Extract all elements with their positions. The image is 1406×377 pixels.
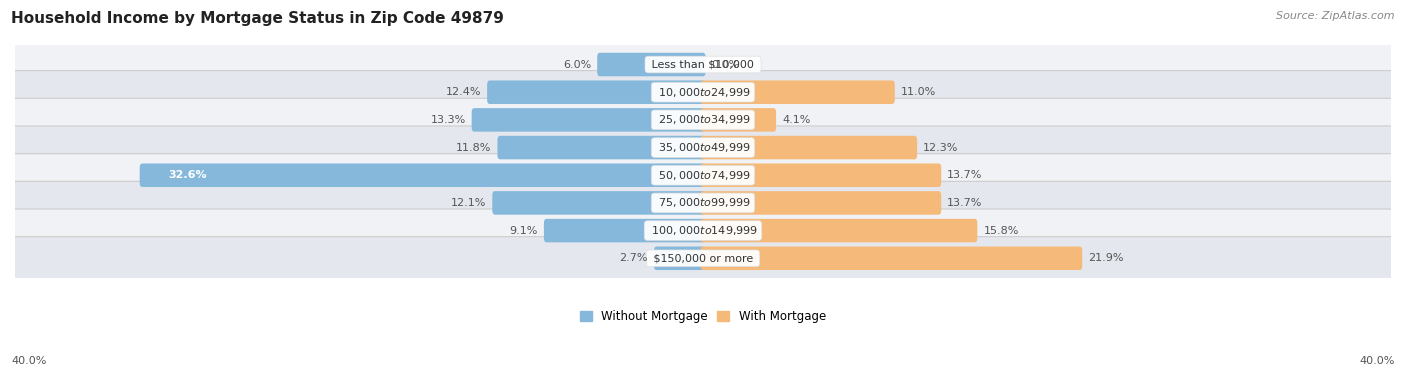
Text: 13.3%: 13.3% — [430, 115, 465, 125]
Text: $25,000 to $34,999: $25,000 to $34,999 — [655, 113, 751, 126]
FancyBboxPatch shape — [10, 126, 1396, 169]
FancyBboxPatch shape — [10, 43, 1396, 86]
Text: Less than $10,000: Less than $10,000 — [648, 60, 758, 69]
FancyBboxPatch shape — [486, 80, 706, 104]
FancyBboxPatch shape — [700, 80, 894, 104]
FancyBboxPatch shape — [544, 219, 706, 242]
Text: $50,000 to $74,999: $50,000 to $74,999 — [655, 169, 751, 182]
Text: 11.0%: 11.0% — [901, 87, 936, 97]
FancyBboxPatch shape — [700, 136, 917, 159]
Text: 12.1%: 12.1% — [451, 198, 486, 208]
Text: Household Income by Mortgage Status in Zip Code 49879: Household Income by Mortgage Status in Z… — [11, 11, 505, 26]
Text: 13.7%: 13.7% — [948, 198, 983, 208]
Text: 21.9%: 21.9% — [1088, 253, 1123, 263]
Text: Source: ZipAtlas.com: Source: ZipAtlas.com — [1277, 11, 1395, 21]
Text: 6.0%: 6.0% — [562, 60, 591, 69]
Text: 40.0%: 40.0% — [11, 356, 46, 366]
FancyBboxPatch shape — [700, 247, 1083, 270]
FancyBboxPatch shape — [700, 164, 941, 187]
FancyBboxPatch shape — [10, 70, 1396, 114]
FancyBboxPatch shape — [700, 108, 776, 132]
Text: 32.6%: 32.6% — [169, 170, 207, 180]
Text: 40.0%: 40.0% — [1360, 356, 1395, 366]
Text: 4.1%: 4.1% — [782, 115, 810, 125]
Text: 2.7%: 2.7% — [620, 253, 648, 263]
FancyBboxPatch shape — [654, 247, 706, 270]
FancyBboxPatch shape — [498, 136, 706, 159]
FancyBboxPatch shape — [10, 98, 1396, 141]
FancyBboxPatch shape — [10, 181, 1396, 225]
Text: 12.4%: 12.4% — [446, 87, 481, 97]
Text: $10,000 to $24,999: $10,000 to $24,999 — [655, 86, 751, 99]
FancyBboxPatch shape — [471, 108, 706, 132]
Text: $150,000 or more: $150,000 or more — [650, 253, 756, 263]
FancyBboxPatch shape — [10, 237, 1396, 280]
FancyBboxPatch shape — [700, 219, 977, 242]
Text: $75,000 to $99,999: $75,000 to $99,999 — [655, 196, 751, 209]
Text: $100,000 to $149,999: $100,000 to $149,999 — [648, 224, 758, 237]
Text: 12.3%: 12.3% — [924, 143, 959, 153]
Text: 15.8%: 15.8% — [983, 225, 1019, 236]
FancyBboxPatch shape — [700, 191, 941, 215]
FancyBboxPatch shape — [492, 191, 706, 215]
Legend: Without Mortgage, With Mortgage: Without Mortgage, With Mortgage — [581, 310, 825, 323]
FancyBboxPatch shape — [10, 209, 1396, 252]
Text: 0.0%: 0.0% — [711, 60, 740, 69]
Text: $35,000 to $49,999: $35,000 to $49,999 — [655, 141, 751, 154]
Text: 11.8%: 11.8% — [456, 143, 492, 153]
Text: 9.1%: 9.1% — [509, 225, 538, 236]
FancyBboxPatch shape — [139, 164, 706, 187]
FancyBboxPatch shape — [598, 53, 706, 76]
FancyBboxPatch shape — [10, 154, 1396, 197]
Text: 13.7%: 13.7% — [948, 170, 983, 180]
